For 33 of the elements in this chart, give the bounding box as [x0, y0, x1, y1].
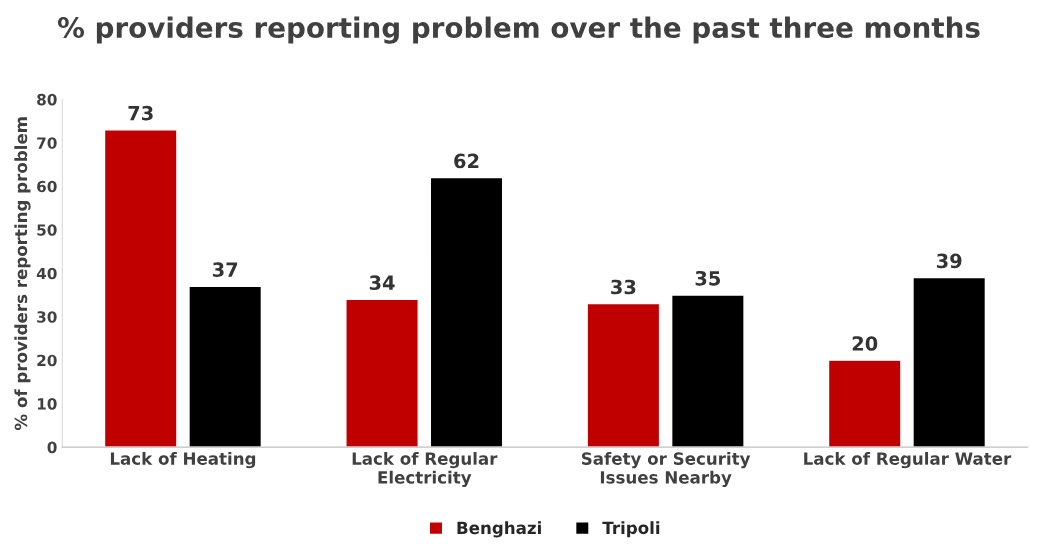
bar — [912, 276, 987, 448]
y-tick-label: 60 — [37, 180, 57, 193]
legend-label: Tripoli — [602, 521, 660, 538]
data-label: 34 — [369, 275, 395, 290]
data-label: 20 — [852, 336, 878, 351]
y-tick-label: 40 — [36, 267, 57, 280]
y-tick-label: 20 — [37, 354, 57, 367]
bar — [429, 176, 504, 448]
y-tick-label: 10 — [37, 398, 57, 410]
x-tick-label: Safety or Security Issues Nearby — [581, 451, 751, 488]
data-label: 62 — [454, 153, 479, 169]
data-label: 37 — [212, 262, 238, 277]
bar — [827, 359, 902, 448]
y-axis-title: % of providers reporting problem — [14, 117, 31, 431]
chart-title: % providers reporting problem over the past three months — [57, 16, 980, 44]
y-tick-label: 30 — [37, 311, 57, 323]
data-label: 39 — [936, 253, 962, 269]
bar — [103, 129, 178, 448]
y-tick-label: 50 — [37, 224, 57, 236]
legend-label: Benghazi — [457, 521, 541, 538]
x-tick-label: Lack of Regular Electricity — [352, 451, 498, 488]
y-tick-label: 80 — [37, 93, 57, 106]
x-tick-label: Lack of Regular Water — [804, 451, 1012, 469]
y-tick-label: 0 — [47, 441, 57, 454]
bar — [188, 285, 263, 448]
x-tick-label: Lack of Heating — [110, 451, 256, 469]
data-label: 73 — [128, 105, 153, 121]
y-tick-label: 70 — [37, 137, 57, 149]
bar — [670, 294, 745, 448]
data-label: 35 — [695, 270, 721, 286]
bar — [586, 302, 661, 448]
bar — [345, 298, 419, 448]
data-label: 33 — [611, 279, 636, 295]
